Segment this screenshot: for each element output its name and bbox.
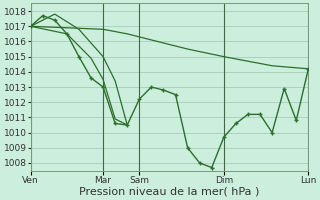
X-axis label: Pression niveau de la mer( hPa ): Pression niveau de la mer( hPa ) bbox=[79, 187, 260, 197]
